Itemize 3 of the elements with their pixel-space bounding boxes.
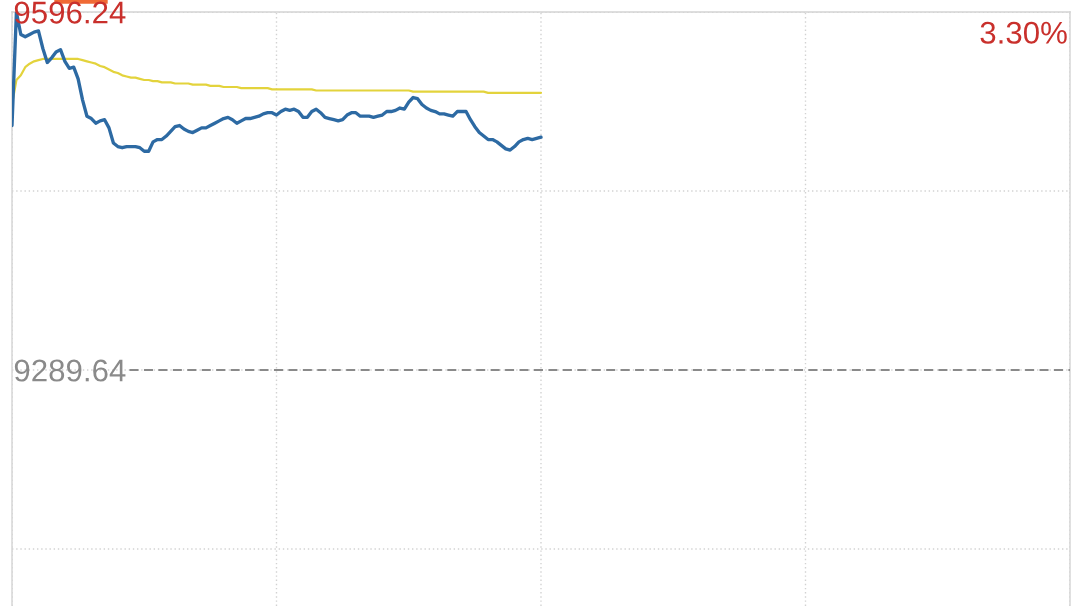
y-tick-label: 9289.64 bbox=[14, 359, 126, 382]
y-tick-label: 9596.24 bbox=[14, 1, 126, 24]
annotation: 3.30% bbox=[980, 21, 1067, 44]
